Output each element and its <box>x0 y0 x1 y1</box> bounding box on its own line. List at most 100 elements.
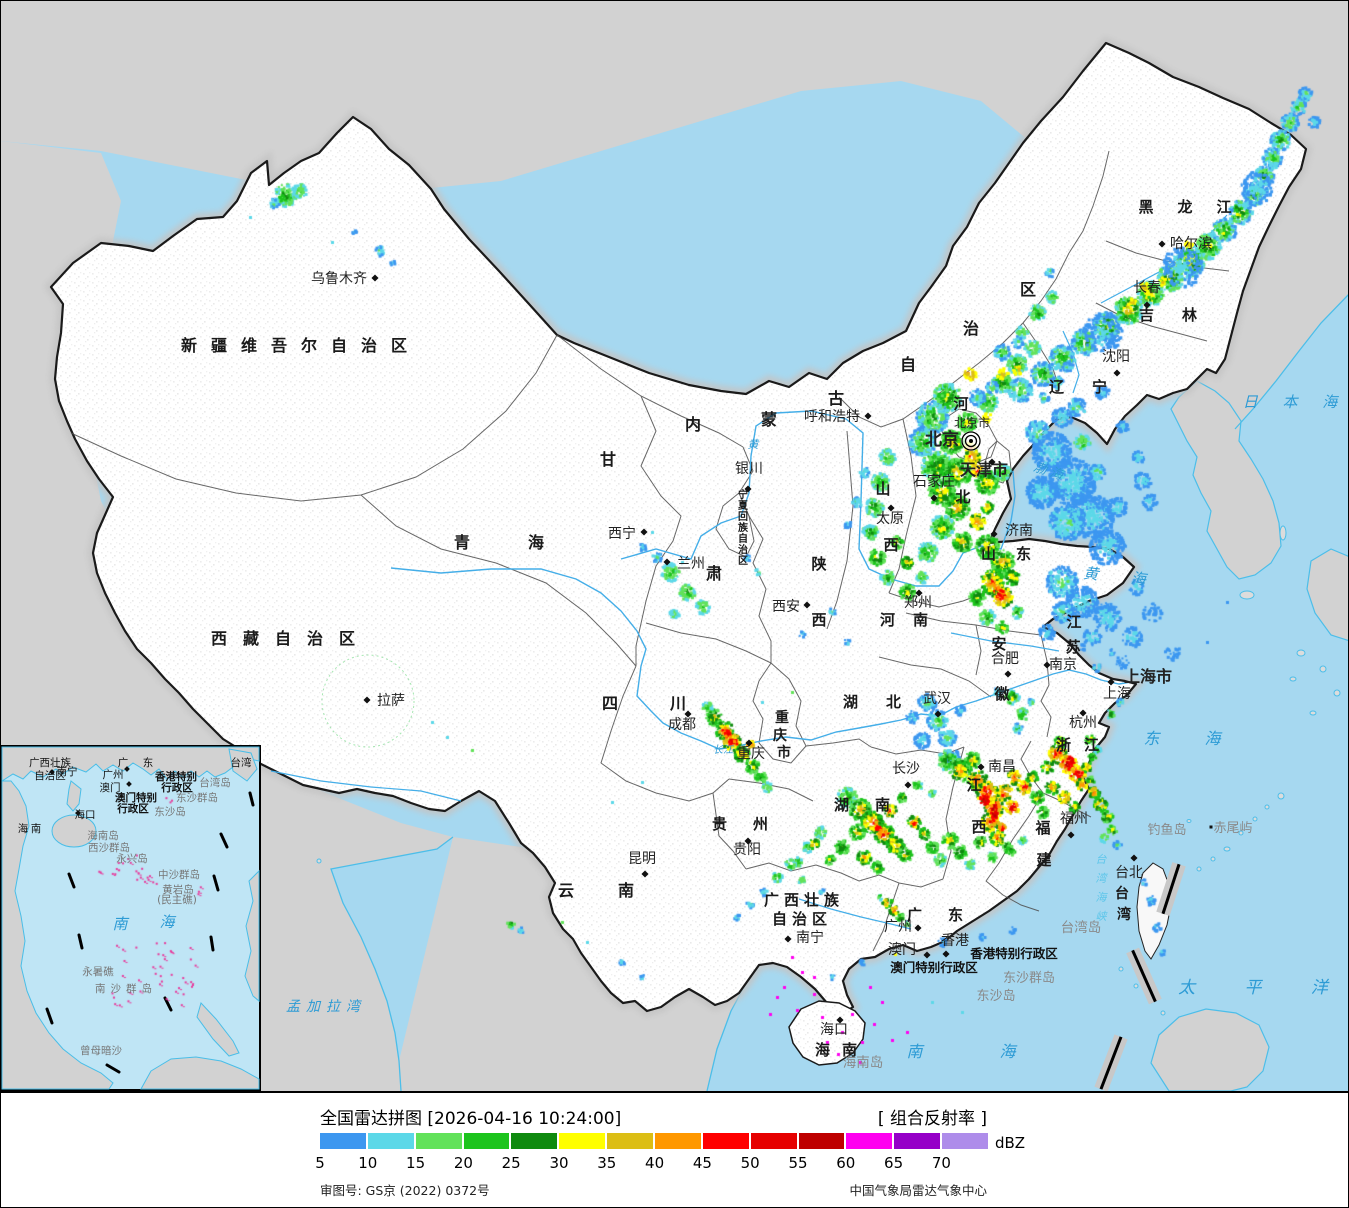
inset-label: 永暑礁 <box>82 965 114 978</box>
city-label: 北京市 <box>954 415 990 430</box>
province-label: 广西壮族 <box>764 891 844 909</box>
city-label: 济南 <box>1005 523 1033 539</box>
inset-label: 广 <box>118 757 129 769</box>
inset-label: 澳门 <box>100 781 121 794</box>
city-dot <box>684 710 692 718</box>
city-label: 长春 <box>1133 280 1161 296</box>
colorbar-tick: 70 <box>931 1154 951 1172</box>
colorbar-cell <box>702 1133 749 1149</box>
city-dot <box>784 935 792 943</box>
city-label: 澳门 <box>888 942 916 958</box>
sea-label: 长江 <box>713 744 734 756</box>
city-label: 拉萨 <box>377 693 405 709</box>
province-label: 治 <box>963 319 979 338</box>
city-dot <box>990 530 998 538</box>
inset-label: 台湾 <box>231 756 252 769</box>
city-label: 上海 <box>1103 686 1131 702</box>
city-label: 太原 <box>876 511 904 527</box>
sea-label: 台湾海峡 <box>1096 853 1109 923</box>
province-label: 海南 <box>815 1041 869 1059</box>
city-label: 海口 <box>820 1022 848 1038</box>
inset-label: 南 <box>112 915 129 933</box>
island-label: 东沙岛 <box>976 988 1015 1004</box>
colorbar-tick: 25 <box>501 1154 521 1172</box>
province-label: 自 <box>900 355 916 374</box>
inset-label: 黄岩岛 <box>162 883 194 896</box>
city-label: 西宁 <box>608 525 636 542</box>
city-dot <box>1130 854 1138 862</box>
city-dot <box>745 739 753 747</box>
inset-label: (民主礁) <box>157 893 197 906</box>
city-dot <box>904 781 912 789</box>
province-label: 广东 <box>907 906 989 924</box>
colorbar-tick: 55 <box>788 1154 808 1172</box>
city-label: 南宁 <box>796 929 824 946</box>
city-dot <box>887 504 895 512</box>
province-label: 青海 <box>454 533 602 552</box>
city-dot <box>744 485 752 493</box>
inset-label: 海口 <box>75 808 96 821</box>
inset-label: 台湾岛 <box>199 776 231 789</box>
city-label: 长沙 <box>892 761 920 777</box>
province-label: 吉林 <box>1139 306 1225 324</box>
inset-label: 广州 <box>103 769 124 781</box>
colorbar-cell <box>367 1133 414 1149</box>
inset-label: 南宁 <box>57 765 78 778</box>
inset-label: 永兴岛 <box>116 852 148 865</box>
inset-label: 南沙群岛 <box>95 982 157 995</box>
province-label: 徽 <box>993 685 1010 703</box>
city-dot <box>663 558 671 566</box>
inset-label: 海 <box>159 913 176 931</box>
inset-label: 广西壮族 <box>29 756 71 769</box>
inset-label: 海 <box>18 822 29 835</box>
province-label: 新疆维吾尔自治区 <box>181 336 421 355</box>
island-label: 海南岛 <box>843 1055 884 1071</box>
province-label: 蒙 <box>761 410 777 429</box>
city-dot <box>371 274 379 282</box>
city-dot <box>977 763 985 771</box>
city-label: 北京 <box>925 429 959 450</box>
province-label: 黑龙江 <box>1138 198 1255 216</box>
city-dot <box>988 458 996 466</box>
city-label: 合肥 <box>991 651 1019 667</box>
city-dot <box>124 766 130 772</box>
province-label: 古 <box>828 389 844 408</box>
province-label: 湖南 <box>834 796 916 814</box>
sea-label: 南 海 <box>906 1042 1051 1061</box>
inset-label: 香港特别 <box>154 770 197 783</box>
sar-label: 澳门特别行政区 <box>890 960 978 975</box>
city-label: 沈阳 <box>1102 349 1130 365</box>
sea-label: 渤 海 <box>1031 460 1066 484</box>
colorbar-cell <box>320 1133 366 1149</box>
radar-range-ring <box>321 654 415 748</box>
radar-echo-layer <box>1 1 1348 1091</box>
province-label: 山东 <box>981 545 1051 563</box>
city-dot <box>49 769 55 775</box>
city-dot <box>1113 369 1121 377</box>
city-dot <box>864 412 872 420</box>
sea-label: 孟加拉湾 <box>286 999 366 1015</box>
map-title: 全国雷达拼图 [2026-04-16 10:24:00] <box>320 1109 622 1129</box>
province-label: 湖北 <box>843 693 929 711</box>
inset-label: 海南岛 <box>87 829 119 842</box>
colorbar-cell <box>559 1133 606 1149</box>
province-label: 浙江 <box>1056 736 1112 754</box>
city-label: 成都 <box>668 717 696 733</box>
city-label: 哈尔滨 <box>1170 236 1212 252</box>
sea-label: 黄 海 <box>1082 564 1160 590</box>
province-label: 北 <box>955 488 970 506</box>
credit-label: 中国气象局雷达气象中心 <box>849 1183 987 1198</box>
city-dot <box>1158 240 1166 248</box>
inset-label: 东沙群岛 <box>176 791 218 804</box>
city-label: 呼和浩特 <box>804 409 860 425</box>
inset-label: 行政区 <box>116 802 149 815</box>
inset-label: 中沙群岛 <box>158 868 200 881</box>
city-label: 上海市 <box>1124 667 1172 686</box>
province-label: 西 <box>883 536 898 554</box>
colorbar-tick: 5 <box>315 1154 325 1172</box>
city-dot <box>914 924 922 932</box>
province-label: 福 <box>1034 819 1050 837</box>
province-label: 云南 <box>558 881 678 900</box>
colorbar-tick: 30 <box>549 1154 569 1172</box>
